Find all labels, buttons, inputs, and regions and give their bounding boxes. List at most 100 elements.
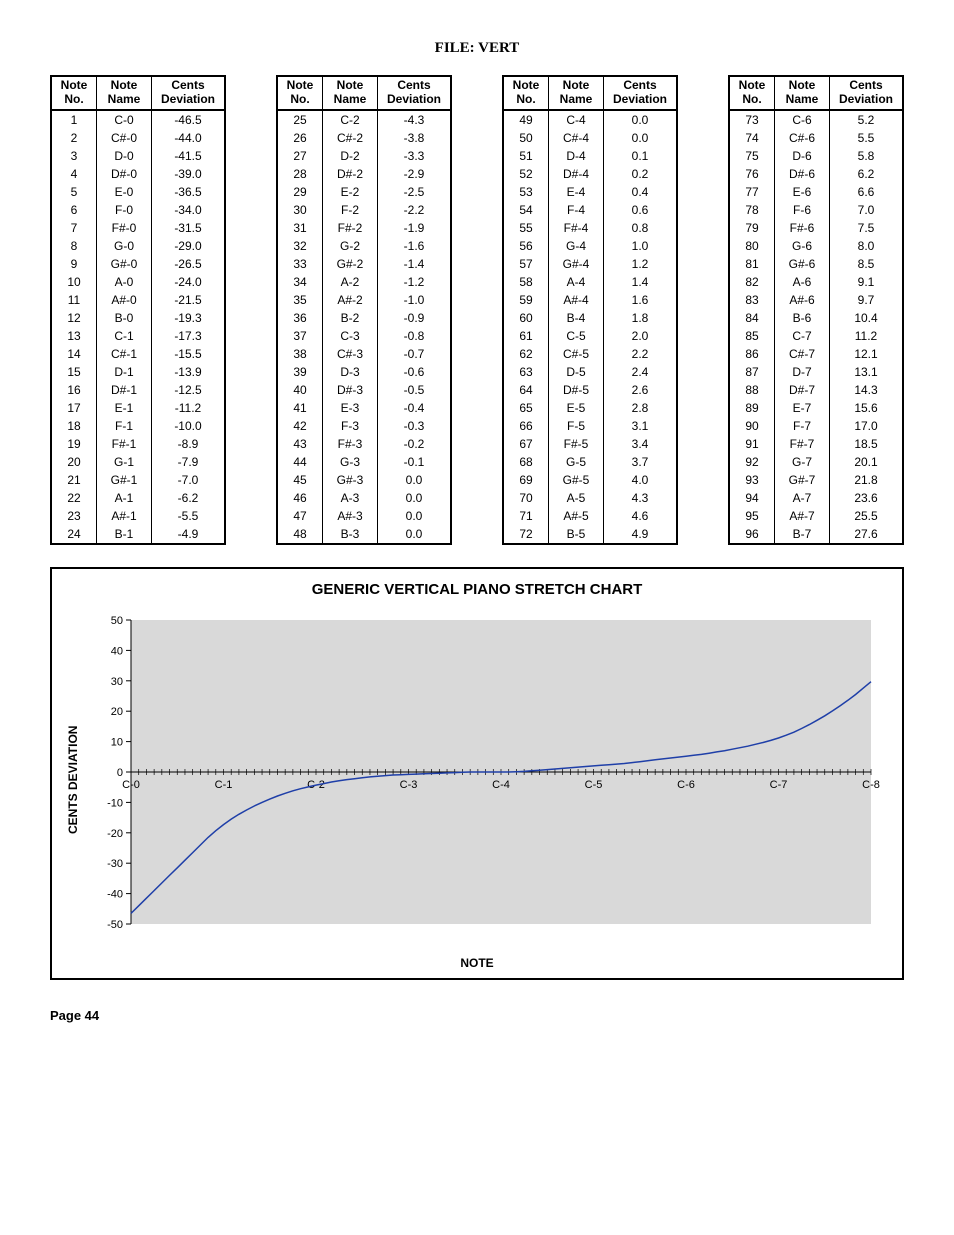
cell-note-no: 39 xyxy=(277,363,323,381)
cell-deviation: 1.4 xyxy=(604,273,678,291)
column-header: NoteName xyxy=(97,76,152,110)
table-row: 51D-40.1 xyxy=(503,147,677,165)
cell-note-no: 79 xyxy=(729,219,775,237)
cell-note-no: 68 xyxy=(503,453,549,471)
table-row: 16D#-1-12.5 xyxy=(51,381,225,399)
cell-deviation: -12.5 xyxy=(152,381,226,399)
table-row: 42F-3-0.3 xyxy=(277,417,451,435)
cell-note-no: 71 xyxy=(503,507,549,525)
data-table: NoteNo.NoteNameCentsDeviation49C-40.050C… xyxy=(502,75,678,545)
column-header: NoteName xyxy=(323,76,378,110)
cell-note-no: 96 xyxy=(729,525,775,544)
cell-deviation: 3.7 xyxy=(604,453,678,471)
cell-note-name: B-5 xyxy=(549,525,604,544)
cell-deviation: -3.8 xyxy=(378,129,452,147)
table-row: 15D-1-13.9 xyxy=(51,363,225,381)
cell-note-name: B-1 xyxy=(97,525,152,544)
column-header: NoteNo. xyxy=(277,76,323,110)
table-row: 94A-723.6 xyxy=(729,489,903,507)
cell-deviation: -29.0 xyxy=(152,237,226,255)
cell-note-name: D#-4 xyxy=(549,165,604,183)
table-row: 38C#-3-0.7 xyxy=(277,345,451,363)
svg-text:-20: -20 xyxy=(107,827,123,839)
cell-note-no: 50 xyxy=(503,129,549,147)
cell-note-name: G-2 xyxy=(323,237,378,255)
table-row: 69G#-54.0 xyxy=(503,471,677,489)
cell-note-name: E-7 xyxy=(775,399,830,417)
table-row: 7F#-0-31.5 xyxy=(51,219,225,237)
cell-note-no: 23 xyxy=(51,507,97,525)
cell-note-no: 85 xyxy=(729,327,775,345)
cell-note-no: 61 xyxy=(503,327,549,345)
cell-deviation: 0.0 xyxy=(378,471,452,489)
cell-note-no: 60 xyxy=(503,309,549,327)
cell-deviation: -36.5 xyxy=(152,183,226,201)
svg-text:-50: -50 xyxy=(107,919,123,931)
table-row: 26C#-2-3.8 xyxy=(277,129,451,147)
cell-deviation: -13.9 xyxy=(152,363,226,381)
svg-text:C-0: C-0 xyxy=(122,779,140,791)
cell-note-no: 42 xyxy=(277,417,323,435)
cell-deviation: 12.1 xyxy=(830,345,904,363)
cell-deviation: 0.4 xyxy=(604,183,678,201)
cell-deviation: -7.0 xyxy=(152,471,226,489)
cell-note-name: G#-5 xyxy=(549,471,604,489)
cell-note-no: 48 xyxy=(277,525,323,544)
cell-note-name: E-5 xyxy=(549,399,604,417)
cell-note-no: 64 xyxy=(503,381,549,399)
cell-note-no: 80 xyxy=(729,237,775,255)
cell-deviation: -1.4 xyxy=(378,255,452,273)
cell-note-name: C#-2 xyxy=(323,129,378,147)
table-row: 39D-3-0.6 xyxy=(277,363,451,381)
table-row: 86C#-712.1 xyxy=(729,345,903,363)
cell-deviation: -24.0 xyxy=(152,273,226,291)
cell-deviation: -8.9 xyxy=(152,435,226,453)
cell-note-no: 77 xyxy=(729,183,775,201)
cell-note-name: A#-2 xyxy=(323,291,378,309)
cell-note-name: E-2 xyxy=(323,183,378,201)
cell-note-name: G#-4 xyxy=(549,255,604,273)
cell-note-no: 29 xyxy=(277,183,323,201)
table-row: 58A-41.4 xyxy=(503,273,677,291)
data-table: NoteNo.NoteNameCentsDeviation25C-2-4.326… xyxy=(276,75,452,545)
cell-deviation: 21.8 xyxy=(830,471,904,489)
svg-text:-30: -30 xyxy=(107,858,123,870)
table-row: 71A#-54.6 xyxy=(503,507,677,525)
cell-note-no: 10 xyxy=(51,273,97,291)
cell-deviation: 1.2 xyxy=(604,255,678,273)
table-row: 4D#-0-39.0 xyxy=(51,165,225,183)
cell-note-no: 86 xyxy=(729,345,775,363)
table-row: 52D#-40.2 xyxy=(503,165,677,183)
cell-deviation: 5.8 xyxy=(830,147,904,165)
cell-deviation: 6.2 xyxy=(830,165,904,183)
cell-deviation: -39.0 xyxy=(152,165,226,183)
cell-deviation: 5.2 xyxy=(830,110,904,129)
cell-note-no: 44 xyxy=(277,453,323,471)
chart-title: GENERIC VERTICAL PIANO STRETCH CHART xyxy=(62,581,892,598)
cell-note-name: G#-0 xyxy=(97,255,152,273)
cell-note-no: 2 xyxy=(51,129,97,147)
svg-text:C-8: C-8 xyxy=(862,779,880,791)
cell-note-no: 54 xyxy=(503,201,549,219)
cell-deviation: 0.1 xyxy=(604,147,678,165)
cell-note-no: 63 xyxy=(503,363,549,381)
cell-deviation: -0.1 xyxy=(378,453,452,471)
cell-note-no: 62 xyxy=(503,345,549,363)
cell-note-name: C#-3 xyxy=(323,345,378,363)
table-row: 67F#-53.4 xyxy=(503,435,677,453)
column-header: NoteName xyxy=(549,76,604,110)
cell-note-no: 19 xyxy=(51,435,97,453)
cell-note-name: A-0 xyxy=(97,273,152,291)
cell-note-name: A-6 xyxy=(775,273,830,291)
table-row: 63D-52.4 xyxy=(503,363,677,381)
table-row: 19F#-1-8.9 xyxy=(51,435,225,453)
table-row: 88D#-714.3 xyxy=(729,381,903,399)
cell-note-name: A-7 xyxy=(775,489,830,507)
table-row: 68G-53.7 xyxy=(503,453,677,471)
cell-deviation: 0.0 xyxy=(378,489,452,507)
column-header: NoteNo. xyxy=(729,76,775,110)
svg-text:20: 20 xyxy=(111,706,123,718)
cell-deviation: 17.0 xyxy=(830,417,904,435)
cell-note-name: B-3 xyxy=(323,525,378,544)
cell-note-no: 22 xyxy=(51,489,97,507)
